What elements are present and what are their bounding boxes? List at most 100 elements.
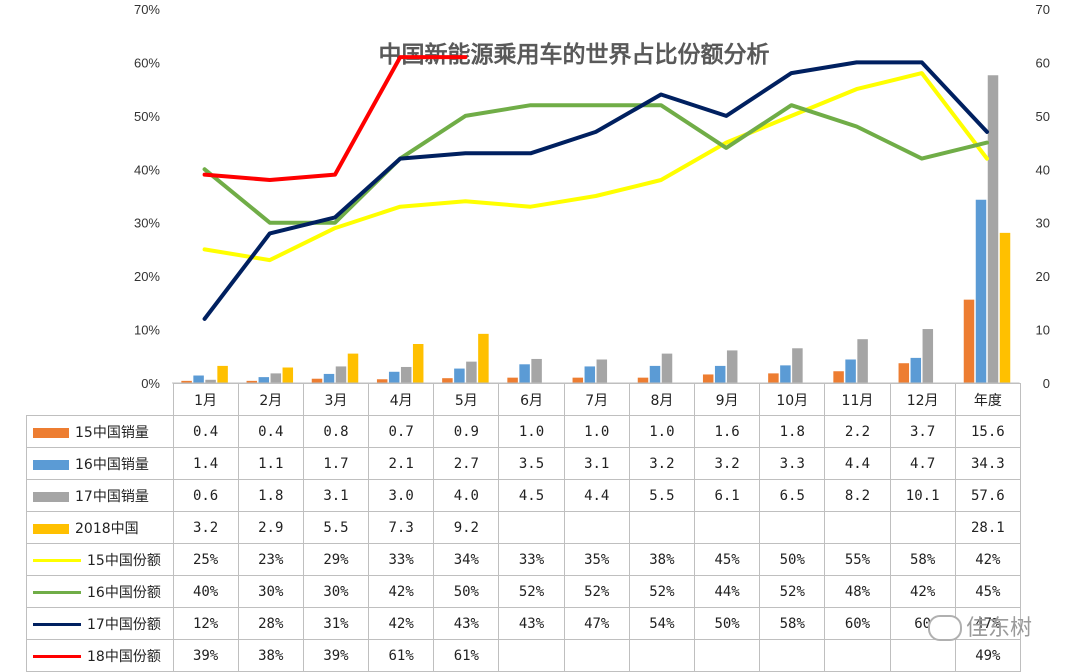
category-label: 4月 bbox=[368, 383, 435, 416]
table-cell: 3.7 bbox=[889, 415, 956, 448]
bar-2018中国 bbox=[282, 367, 294, 383]
bar-15中国销量 bbox=[181, 380, 192, 383]
table-cell: 39% bbox=[302, 639, 370, 672]
line-15中国份额 bbox=[202, 71, 989, 263]
table-cell: 15.6 bbox=[954, 415, 1021, 448]
bar-15中国销量 bbox=[637, 377, 649, 383]
table-cell: 30% bbox=[237, 575, 304, 608]
bar-15中国销量 bbox=[833, 371, 844, 383]
table-cell: 40% bbox=[172, 575, 239, 608]
table-cell bbox=[563, 511, 630, 544]
legend-label: 15中国销量 bbox=[75, 424, 149, 441]
bar-17中国销量 bbox=[270, 373, 282, 383]
table-cell bbox=[693, 639, 761, 672]
table-cell: 35% bbox=[563, 543, 630, 576]
table-cell: 1.4 bbox=[172, 447, 239, 480]
table-cell: 61% bbox=[433, 639, 500, 672]
table-cell: 45% bbox=[954, 575, 1021, 608]
left-axis-tick-label: 30% bbox=[134, 216, 160, 231]
bar-2018中国 bbox=[478, 333, 489, 383]
table-row: 18中国份额 39% 38% 39% 61% 61% 49% bbox=[26, 639, 1021, 672]
bar-16中国销量 bbox=[910, 357, 922, 383]
table-cell: 39% bbox=[172, 639, 239, 672]
bar-15中国销量 bbox=[898, 363, 910, 383]
category-label: 3月 bbox=[302, 383, 370, 416]
legend-entry: 18中国份额 bbox=[26, 639, 174, 672]
table-cell bbox=[498, 639, 565, 672]
bar-17中国销量 bbox=[987, 75, 999, 383]
table-cell: 42% bbox=[889, 575, 956, 608]
category-label: 8月 bbox=[628, 383, 696, 416]
table-cell: 9.2 bbox=[433, 511, 500, 544]
bar-16中国销量 bbox=[714, 365, 726, 383]
bar-16中国销量 bbox=[258, 377, 270, 383]
right-axis-tick-label: 70 bbox=[1036, 2, 1050, 17]
table-cell: 38% bbox=[628, 543, 696, 576]
category-label: 11月 bbox=[824, 383, 891, 416]
table-cell bbox=[628, 639, 696, 672]
table-cell: 3.5 bbox=[498, 447, 565, 480]
table-cell: 25% bbox=[172, 543, 239, 576]
table-cell: 3.2 bbox=[172, 511, 239, 544]
legend-label: 16中国销量 bbox=[75, 456, 149, 473]
bar-15中国销量 bbox=[311, 378, 323, 383]
table-cell: 2.1 bbox=[368, 447, 435, 480]
left-axis-tick-label: 40% bbox=[134, 162, 160, 177]
bar-15中国销量 bbox=[376, 379, 388, 383]
table-cell: 1.0 bbox=[628, 415, 696, 448]
table-cell: 0.4 bbox=[237, 415, 304, 448]
table-row: 15中国份额 25% 23% 29% 33% 34% 33% 35% 38% 45% 50% 55% 5… bbox=[26, 543, 1021, 576]
table-cell: 7.3 bbox=[368, 511, 435, 544]
legend-label: 17中国份额 bbox=[87, 616, 161, 633]
table-cell: 31% bbox=[302, 607, 370, 640]
right-axis-tick-label: 10 bbox=[1036, 323, 1050, 338]
table-cell: 0.7 bbox=[368, 415, 435, 448]
table-cell: 0.8 bbox=[302, 415, 370, 448]
table-cell: 4.4 bbox=[563, 479, 630, 512]
table-cell: 3.2 bbox=[693, 447, 761, 480]
left-axis-tick-label: 10% bbox=[134, 323, 160, 338]
table-cell: 4.0 bbox=[433, 479, 500, 512]
table-cell: 29% bbox=[302, 543, 370, 576]
bar-16中国销量 bbox=[584, 366, 596, 383]
right-axis-tick-label: 60 bbox=[1036, 55, 1050, 70]
table-cell: 3.1 bbox=[563, 447, 630, 480]
table-corner bbox=[27, 384, 174, 416]
bar-17中国销量 bbox=[205, 379, 216, 383]
table-cell: 52% bbox=[759, 575, 826, 608]
legend-key bbox=[33, 491, 69, 502]
legend-entry: 17中国份额 bbox=[26, 607, 174, 640]
table-cell bbox=[889, 639, 956, 672]
table-cell: 3.3 bbox=[759, 447, 826, 480]
table-cell: 42% bbox=[368, 607, 435, 640]
table-cell: 6.5 bbox=[759, 479, 826, 512]
bar-15中国销量 bbox=[572, 377, 584, 383]
table-row: 17中国份额 12% 28% 31% 42% 43% 43% 47% 54% 50% 58% 60% 6… bbox=[26, 607, 1021, 640]
legend-entry: 15中国销量 bbox=[26, 415, 174, 448]
table-cell: 30% bbox=[302, 575, 370, 608]
right-axis-tick-label: 20 bbox=[1036, 269, 1050, 284]
bar-17中国销量 bbox=[400, 366, 412, 383]
bar-17中国销量 bbox=[792, 348, 803, 383]
table-cell bbox=[563, 639, 630, 672]
table-cell: 34.3 bbox=[954, 447, 1021, 480]
bar-17中国销量 bbox=[857, 339, 868, 383]
table-cell: 54% bbox=[628, 607, 696, 640]
chart-title: 中国新能源乘用车的世界占比份额分析 bbox=[379, 41, 770, 68]
category-label: 6月 bbox=[498, 383, 565, 416]
legend-label: 15中国份额 bbox=[87, 552, 161, 569]
legend-label: 16中国份额 bbox=[87, 584, 161, 601]
legend-key bbox=[33, 459, 69, 470]
table-cell: 23% bbox=[237, 543, 304, 576]
table-cell: 33% bbox=[498, 543, 565, 576]
table-cell: 1.8 bbox=[237, 479, 304, 512]
bar-16中国销量 bbox=[519, 364, 530, 383]
table-header-row: 1月 2月 3月 4月 5月 6月 7月 8月 9月 10月 11月 12月 年度 bbox=[27, 383, 1021, 416]
table-cell: 42% bbox=[368, 575, 435, 608]
bar-15中国销量 bbox=[702, 374, 714, 383]
bar-16中国销量 bbox=[323, 373, 335, 383]
bar-2018中国 bbox=[347, 353, 359, 383]
table-cell: 45% bbox=[693, 543, 761, 576]
line-17中国份额 bbox=[202, 60, 989, 321]
table-cell: 60% bbox=[824, 607, 891, 640]
